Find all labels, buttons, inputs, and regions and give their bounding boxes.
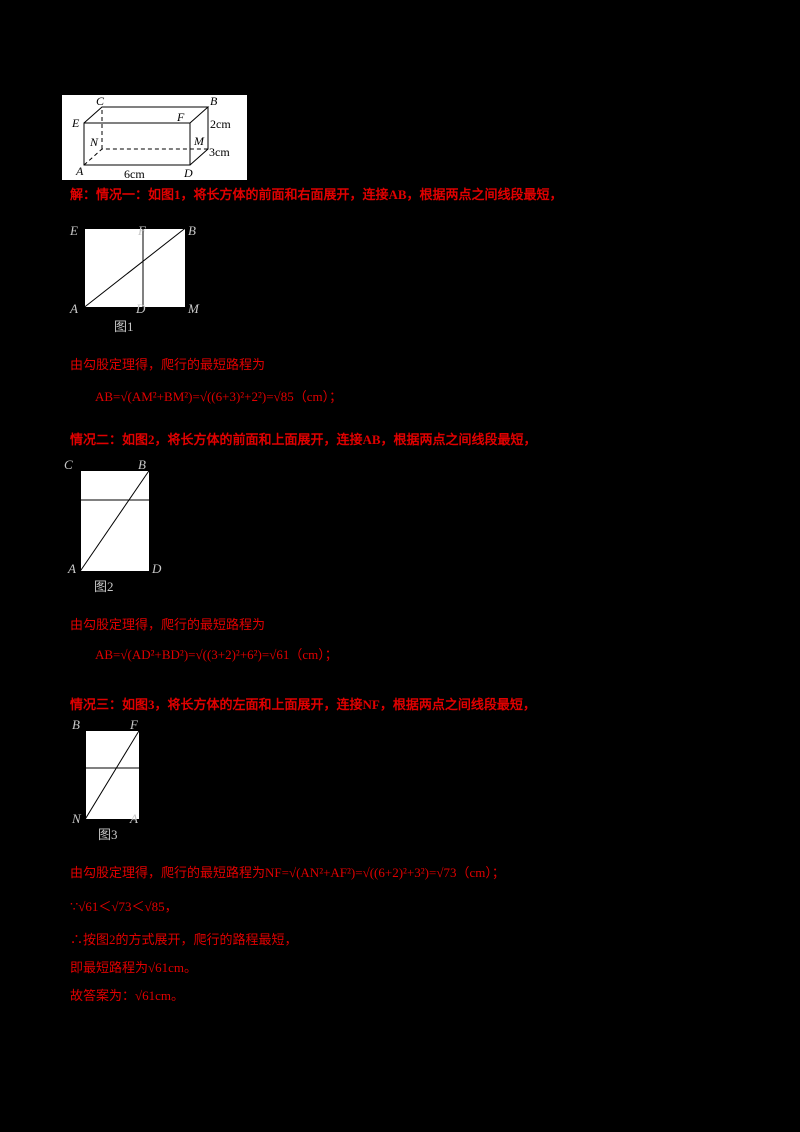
- cuboid-top-face: [83, 106, 210, 124]
- cuboid-figure: C B E F N M A D 2cm 3cm 6cm: [62, 95, 247, 180]
- figure-2-canvas: [80, 470, 150, 572]
- figure-1-canvas: [84, 228, 186, 308]
- fig1-label-f: F: [138, 223, 146, 238]
- fig1-label-a: A: [70, 301, 78, 316]
- figure-1: E F B A D M 图1: [68, 224, 200, 344]
- solution-step-4: 由勾股定理得，爬行的最短路程为: [70, 617, 266, 632]
- solution-conclusion-1: ∴按图2的方式展开，爬行的路程最短，: [70, 932, 298, 947]
- cuboid-dim-6cm: 6cm: [124, 167, 145, 180]
- figure-3: B F N A 图3: [68, 716, 168, 856]
- cuboid-label-b: B: [210, 95, 218, 108]
- figure-1-diagonal: [84, 228, 186, 308]
- cuboid-right-face: [189, 107, 209, 166]
- cuboid-label-n: N: [89, 135, 99, 149]
- solution-answer: 故答案为：√61cm。: [70, 988, 185, 1003]
- cuboid-label-a: A: [75, 164, 84, 178]
- fig3-label-f: F: [130, 717, 138, 732]
- figure-1-drawing: [84, 228, 186, 308]
- fig2-label-b: B: [138, 457, 146, 472]
- figure-2-caption: 图2: [94, 579, 114, 594]
- fig3-label-n: N: [72, 811, 81, 826]
- solution-case3-text: 情况三：如图3，将长方体的左面和上面展开，连接NF，根据两点之间线段最短，: [70, 697, 536, 712]
- cuboid-label-e: E: [71, 116, 80, 130]
- figure-2-diagonal: [80, 470, 150, 572]
- solution-case1-text: 解：情况一：如图1，将长方体的前面和右面展开，连接AB，根据两点之间线段最短，: [70, 187, 563, 202]
- fig1-label-d: D: [136, 301, 146, 316]
- fig2-label-a: A: [68, 561, 76, 576]
- solution-case2-text: 情况二：如图2，将长方体的前面和上面展开，连接AB，根据两点之间线段最短，: [70, 432, 537, 447]
- cuboid-drawing: C B E F N M A D 2cm 3cm 6cm: [71, 95, 231, 180]
- fig3-label-b: B: [72, 717, 80, 732]
- fig1-label-b: B: [188, 223, 196, 238]
- solution-step-2: 由勾股定理得，爬行的最短路程为: [70, 357, 266, 372]
- cuboid-hidden-edges: [83, 107, 208, 166]
- cuboid-label-f: F: [176, 110, 185, 124]
- cuboid-label-c: C: [96, 95, 105, 108]
- fig1-label-e: E: [70, 223, 78, 238]
- fig1-label-m: M: [188, 301, 199, 316]
- solution-step-6: 由勾股定理得，爬行的最短路程为NF=√(AN²+AF²)=√((6+2)²+3²…: [70, 865, 505, 880]
- figure-1-caption: 图1: [114, 319, 134, 334]
- cuboid-label-d: D: [183, 166, 193, 180]
- solution-conclusion-2: 即最短路程为√61cm。: [70, 960, 198, 975]
- solution-compare: ∵√61＜√73＜√85，: [70, 899, 178, 914]
- fig3-label-a: A: [130, 811, 138, 826]
- figure-3-diagonal: [85, 730, 140, 820]
- figure-3-drawing: [85, 730, 140, 820]
- figure-3-canvas: [85, 730, 140, 820]
- figure-2-drawing: [80, 470, 150, 572]
- fig2-label-d: D: [152, 561, 162, 576]
- cuboid-front-face: [83, 122, 191, 166]
- figure-3-caption: 图3: [98, 827, 118, 842]
- figure-2: C B A D 图2: [62, 456, 166, 606]
- solution-formula-1: AB=√(AM²+BM²)=√((6+3)²+2²)=√85（cm）；: [95, 389, 343, 404]
- cuboid-label-m: M: [193, 134, 205, 148]
- fig2-label-c: C: [64, 457, 73, 472]
- solution-formula-2: AB=√(AD²+BD²)=√((3+2)²+6²)=√61（cm）；: [95, 647, 338, 662]
- cuboid-dim-3cm: 3cm: [209, 145, 230, 159]
- cuboid-dim-2cm: 2cm: [210, 117, 231, 131]
